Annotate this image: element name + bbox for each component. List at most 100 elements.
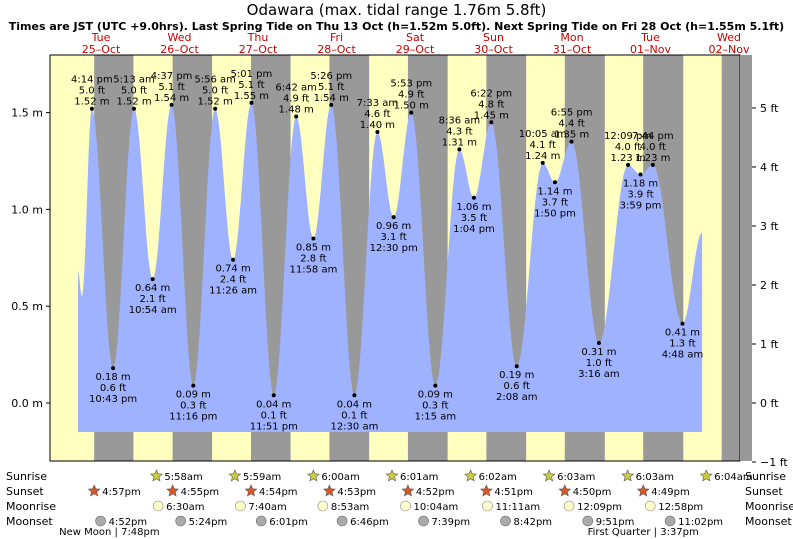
sunset-icon-4 [401,484,415,497]
day-label-date-3: 28–Oct [317,43,356,56]
tide-point-23 [514,364,519,369]
tide-m-18: 1.50 m [394,101,429,112]
tide-point-30 [650,162,655,167]
astro-row-label-right-0: Sunrise [745,470,786,483]
tide-point-13 [311,236,316,241]
tide-time-9: 11:26 am [209,286,257,297]
tide-time-23: 2:08 am [496,392,538,403]
day-label-dow-5: Sun [483,31,504,44]
left-tick-label-0: 1.5 m [11,107,43,120]
tide-time-8: 5:56 am [194,75,236,86]
tide-time-13: 11:58 am [289,264,337,275]
day-label-date-6: 31–Oct [553,43,592,56]
tide-ft-8: 5.0 ft [202,86,228,97]
tide-m-15: 0.04 m [337,399,372,410]
tide-time-14: 5:26 pm [310,71,352,82]
sunset-icon-7 [636,484,650,497]
tide-area-path [78,102,703,433]
day-label-date-5: 30–Oct [474,43,513,56]
tide-ft-18: 4.9 ft [398,90,424,101]
astro-row-label-right-3: Moonset [745,515,792,528]
moonset-icon-5 [500,515,511,527]
sunset-time-2: 4:54pm [259,487,298,498]
left-tick-label-2: 0.5 m [11,300,43,313]
moonrise-time-4: 11:11am [495,502,540,513]
tide-m-12: 1.48 m [279,104,314,115]
right-axis-strip [740,55,752,461]
tide-ft-5: 2.1 ft [139,294,165,305]
tide-point-15 [352,393,357,398]
y-axis-right: 5 ft 4 ft 3 ft 2 ft 1 ft 0 ft −1 ft [752,102,788,469]
moonset-time-2: 6:01pm [269,517,308,528]
tide-time-19: 1:15 am [415,412,457,423]
tide-ft-19: 0.3 ft [422,401,448,412]
day-label-date-0: 25–Oct [82,43,121,56]
right-tick-label-2: 3 ft [760,220,779,233]
tide-point-12 [294,114,299,119]
tide-m-23: 0.19 m [499,370,534,381]
sunrise-time-2: 6:00am [321,472,359,483]
tide-m-6: 1.54 m [154,93,189,104]
moonset-time-5: 8:42pm [514,517,553,528]
chart-subtitle: Times are JST (UTC +9.0hrs). Last Spring… [9,20,784,33]
tide-ft-15: 0.1 ft [341,410,367,421]
sunset-time-7: 4:49pm [651,487,690,498]
sunrise-icon-7 [699,469,713,482]
sunrise-time-7: 6:04am [714,472,752,483]
sunrise-icon-1 [228,469,242,482]
moonset-time-1: 5:24pm [189,517,228,528]
day-label-dow-1: Wed [168,31,192,44]
tide-time-25: 1:50 pm [534,208,576,219]
moonrise-time-6: 12:58pm [658,502,703,513]
day-label-dow-6: Mon [560,31,583,44]
moonset-time-4: 7:39pm [432,517,471,528]
tide-m-22: 1.45 m [474,110,509,121]
moonrise-time-0: 6:30am [166,502,204,513]
right-tick-label-0: 5 ft [760,102,779,115]
sunset-icon-2 [244,484,258,497]
right-tick-label-4: 1 ft [760,338,779,351]
tide-ft-16: 4.6 ft [364,109,390,120]
tide-ft-27: 1.0 ft [586,358,612,369]
tide-point-24 [540,160,545,165]
tide-area [78,102,703,433]
tide-point-9 [231,257,236,262]
tide-time-27: 3:16 am [578,369,620,380]
tide-ft-2: 5.0 ft [79,86,105,97]
tide-time-11: 11:51 pm [250,421,298,432]
plot-frame [49,54,752,462]
moonset-icon-3 [336,515,348,527]
astro-row-label-right-2: Moonrise [745,500,793,513]
sunrise-time-6: 6:03am [636,472,674,483]
tide-m-19: 0.09 m [418,390,453,401]
tide-time-30: 7:44 pm [632,131,674,142]
tide-ft-3: 0.6 ft [100,383,126,394]
tide-ft-30: 4.0 ft [640,142,666,153]
moonrise-icon-2 [317,500,329,512]
tide-m-28: 1.23 m [610,153,645,164]
day-label-dow-7: Tue [640,31,660,44]
tide-m-29: 1.18 m [623,179,658,190]
tide-point-19 [433,383,438,388]
moonrise-icon-3 [400,500,411,512]
y-axis-left: 1.5 m 1.0 m 0.5 m 0.0 m [11,107,50,410]
tide-point-11 [271,393,276,398]
tide-m-26: 1.35 m [554,130,589,141]
moon-phase-0: New Moon | 7:48pm [59,527,159,538]
tide-time-21: 1:04 pm [453,224,495,235]
astro-rows: Sunrise Sunrise Sunset Sunset Moonrise Moonri… [6,469,793,538]
tide-ft-24: 4.1 ft [530,140,556,151]
tide-ft-29: 3.9 ft [627,190,653,201]
tide-time-26: 6:55 pm [551,108,593,119]
sunset-time-6: 4:50pm [573,487,612,498]
tide-point-18 [409,110,414,115]
tide-m-25: 1.14 m [537,186,572,197]
tide-point-20 [457,147,462,152]
tide-time-31: 4:48 am [662,350,704,361]
sunrise-icon-0 [149,469,163,482]
day-label-date-4: 29–Oct [396,43,435,56]
tide-time-6: 4:37 pm [151,71,193,82]
astro-row-label-left-3: Moonset [6,515,53,528]
sunset-icon-0 [87,484,101,497]
